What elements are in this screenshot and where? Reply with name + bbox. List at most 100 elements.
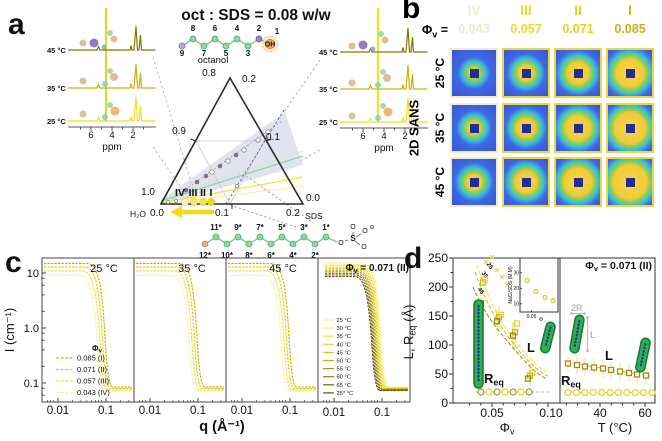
svg-text:II: II: [200, 187, 206, 199]
svg-text:35 °C: 35 °C: [178, 263, 206, 275]
sans-pattern-II-25C: [554, 48, 602, 98]
dilution-line: [171, 120, 283, 200]
nmr-inset-right: 45 °C 35 °C 25 °C 6 4 2 ppm: [319, 8, 428, 154]
micelle-cartoon-long-icon: [473, 299, 484, 389]
d-ylabel: L, Req (Å): [401, 305, 418, 360]
nmr-inset-left: 45 °C 35 °C 25 °C 6 4 2 ppm: [47, 8, 156, 153]
beamstop-icon: [469, 68, 479, 78]
col-numeral-IV: IV: [467, 3, 481, 18]
col-numeral-II: II: [574, 3, 582, 18]
panel-a-label: a: [8, 8, 25, 41]
svg-text:10: 10: [513, 302, 519, 308]
L-squares: [477, 276, 536, 382]
panel-d: d 250 200 150 100 50 0 L, Req (Å) 0.05 0.10…: [401, 242, 656, 437]
svg-text:O: O: [362, 228, 368, 235]
Req-circles: [477, 388, 533, 396]
beamstop-icon: [521, 177, 531, 187]
svg-text:0.057 (III): 0.057 (III): [77, 377, 110, 386]
beamstop-icon: [469, 177, 479, 187]
Req-label-right: Req: [561, 373, 581, 390]
inset-xlabel: Φ: [539, 317, 543, 323]
svg-text:O: O: [350, 224, 356, 231]
legend-swatches: [323, 319, 334, 394]
trace-label: 45 °C: [319, 48, 338, 57]
nmr-trace-25: [68, 96, 156, 122]
fit-curves: [472, 264, 550, 380]
row-label-45C: 45 °C: [433, 166, 447, 198]
svg-text:0.1: 0.1: [282, 405, 298, 417]
trace-label: 35 °C: [319, 85, 338, 94]
ppm-tick: 2: [402, 131, 407, 142]
sans-pattern-II-45C: [554, 157, 602, 207]
phi-v-label: Φv =: [422, 23, 449, 40]
svg-text:0.0: 0.0: [306, 193, 320, 204]
svg-text:0.1: 0.1: [215, 208, 229, 219]
svg-text:0.01: 0.01: [139, 405, 161, 417]
ppm-tick: 2: [130, 130, 135, 141]
d-y-tick-labels: 250 200 150 100 50 0: [428, 251, 448, 410]
filled-points: [183, 152, 239, 193]
sulfate-group: O S O O ⊖ O: [338, 224, 374, 251]
inset-points: [524, 278, 556, 304]
inset-ytick-labels: 30 20 10: [513, 271, 519, 308]
svg-text:4: 4: [235, 24, 240, 33]
beamstop-icon: [625, 123, 635, 133]
svg-text:3: 3: [246, 49, 251, 58]
svg-text:O: O: [338, 240, 344, 247]
sample-numerals: IV III II I: [175, 187, 213, 199]
svg-text:50 °C: 50 °C: [337, 359, 352, 365]
dimension-arrows-icon: [569, 311, 590, 353]
sds-carbons: [212, 233, 330, 248]
curve-label-35: 35: [480, 271, 489, 280]
trace-label: 45 °C: [47, 46, 66, 55]
panel-c: c 10 1.0 0.1 0.01 0.1 0.01 0.1: [2, 246, 411, 435]
connector-lines: [152, 56, 321, 228]
micelle-cartoon-icon: [635, 337, 651, 373]
svg-text:200: 200: [428, 280, 448, 294]
ppm-tick: 6: [88, 130, 93, 141]
svg-text:0.01: 0.01: [323, 407, 345, 419]
d-x-ticks: [469, 403, 646, 407]
svg-text:6*: 6*: [267, 251, 275, 260]
beamstop-icon: [573, 123, 583, 133]
col-phi-II: 0.071: [562, 22, 594, 36]
svg-text:0.10: 0.10: [539, 406, 563, 420]
svg-text:0.1: 0.1: [374, 407, 390, 419]
svg-text:0.2: 0.2: [242, 74, 256, 85]
svg-text:3*: 3*: [300, 223, 308, 232]
carbon-atoms: [189, 35, 252, 50]
ternary-axis-labels: 0.8 0.9 1.0 0.2 0.1 0.0 0.0 0.1 0.2: [141, 68, 320, 219]
svg-text:9*: 9*: [234, 223, 242, 232]
svg-text:0.1: 0.1: [98, 405, 114, 417]
svg-text:30 °C: 30 °C: [337, 326, 352, 332]
sans-pattern-III-35C: [502, 103, 550, 153]
x-minor-ticks: [47, 400, 130, 402]
ppm-axis: [340, 127, 428, 132]
axis-ticks: [190, 138, 272, 209]
svg-text:60 °C: 60 °C: [337, 375, 352, 381]
svg-text:0.2: 0.2: [286, 208, 300, 219]
svg-text:5*: 5*: [278, 223, 286, 232]
svg-text:40: 40: [593, 406, 607, 420]
octanol-name: octanol: [198, 55, 229, 66]
sans-pattern-I-35C: [606, 103, 654, 153]
c-ylabel: I (cm⁻¹): [2, 308, 17, 352]
oh-label: OH: [265, 42, 276, 49]
L-arrow-label: L: [590, 330, 596, 340]
svg-text:55 °C: 55 °C: [337, 367, 352, 373]
ppm-tick: 4: [109, 130, 114, 141]
svg-text:25 °C: 25 °C: [90, 263, 118, 275]
scatter-crosses: [483, 254, 510, 288]
svg-text:7*: 7*: [256, 223, 264, 232]
svg-text:12*: 12*: [199, 251, 212, 260]
water-corner-label: H₂O: [130, 209, 146, 219]
inset-xtick-label: 0.05: [527, 314, 537, 320]
octanol-molecule: OH 8 6 4 2 9 7 5 3 1 octanol: [178, 24, 280, 66]
panel-b: b Φv = IV III II I 0.043 0.057 0.071 0.0…: [400, 0, 662, 240]
sample-dots: [181, 198, 215, 206]
legend-phi-title: Φv: [92, 344, 103, 355]
sans-curves-tseries: [325, 261, 408, 392]
d-right-data: L Req 2R L: [561, 303, 656, 397]
svg-text:50: 50: [435, 367, 449, 381]
